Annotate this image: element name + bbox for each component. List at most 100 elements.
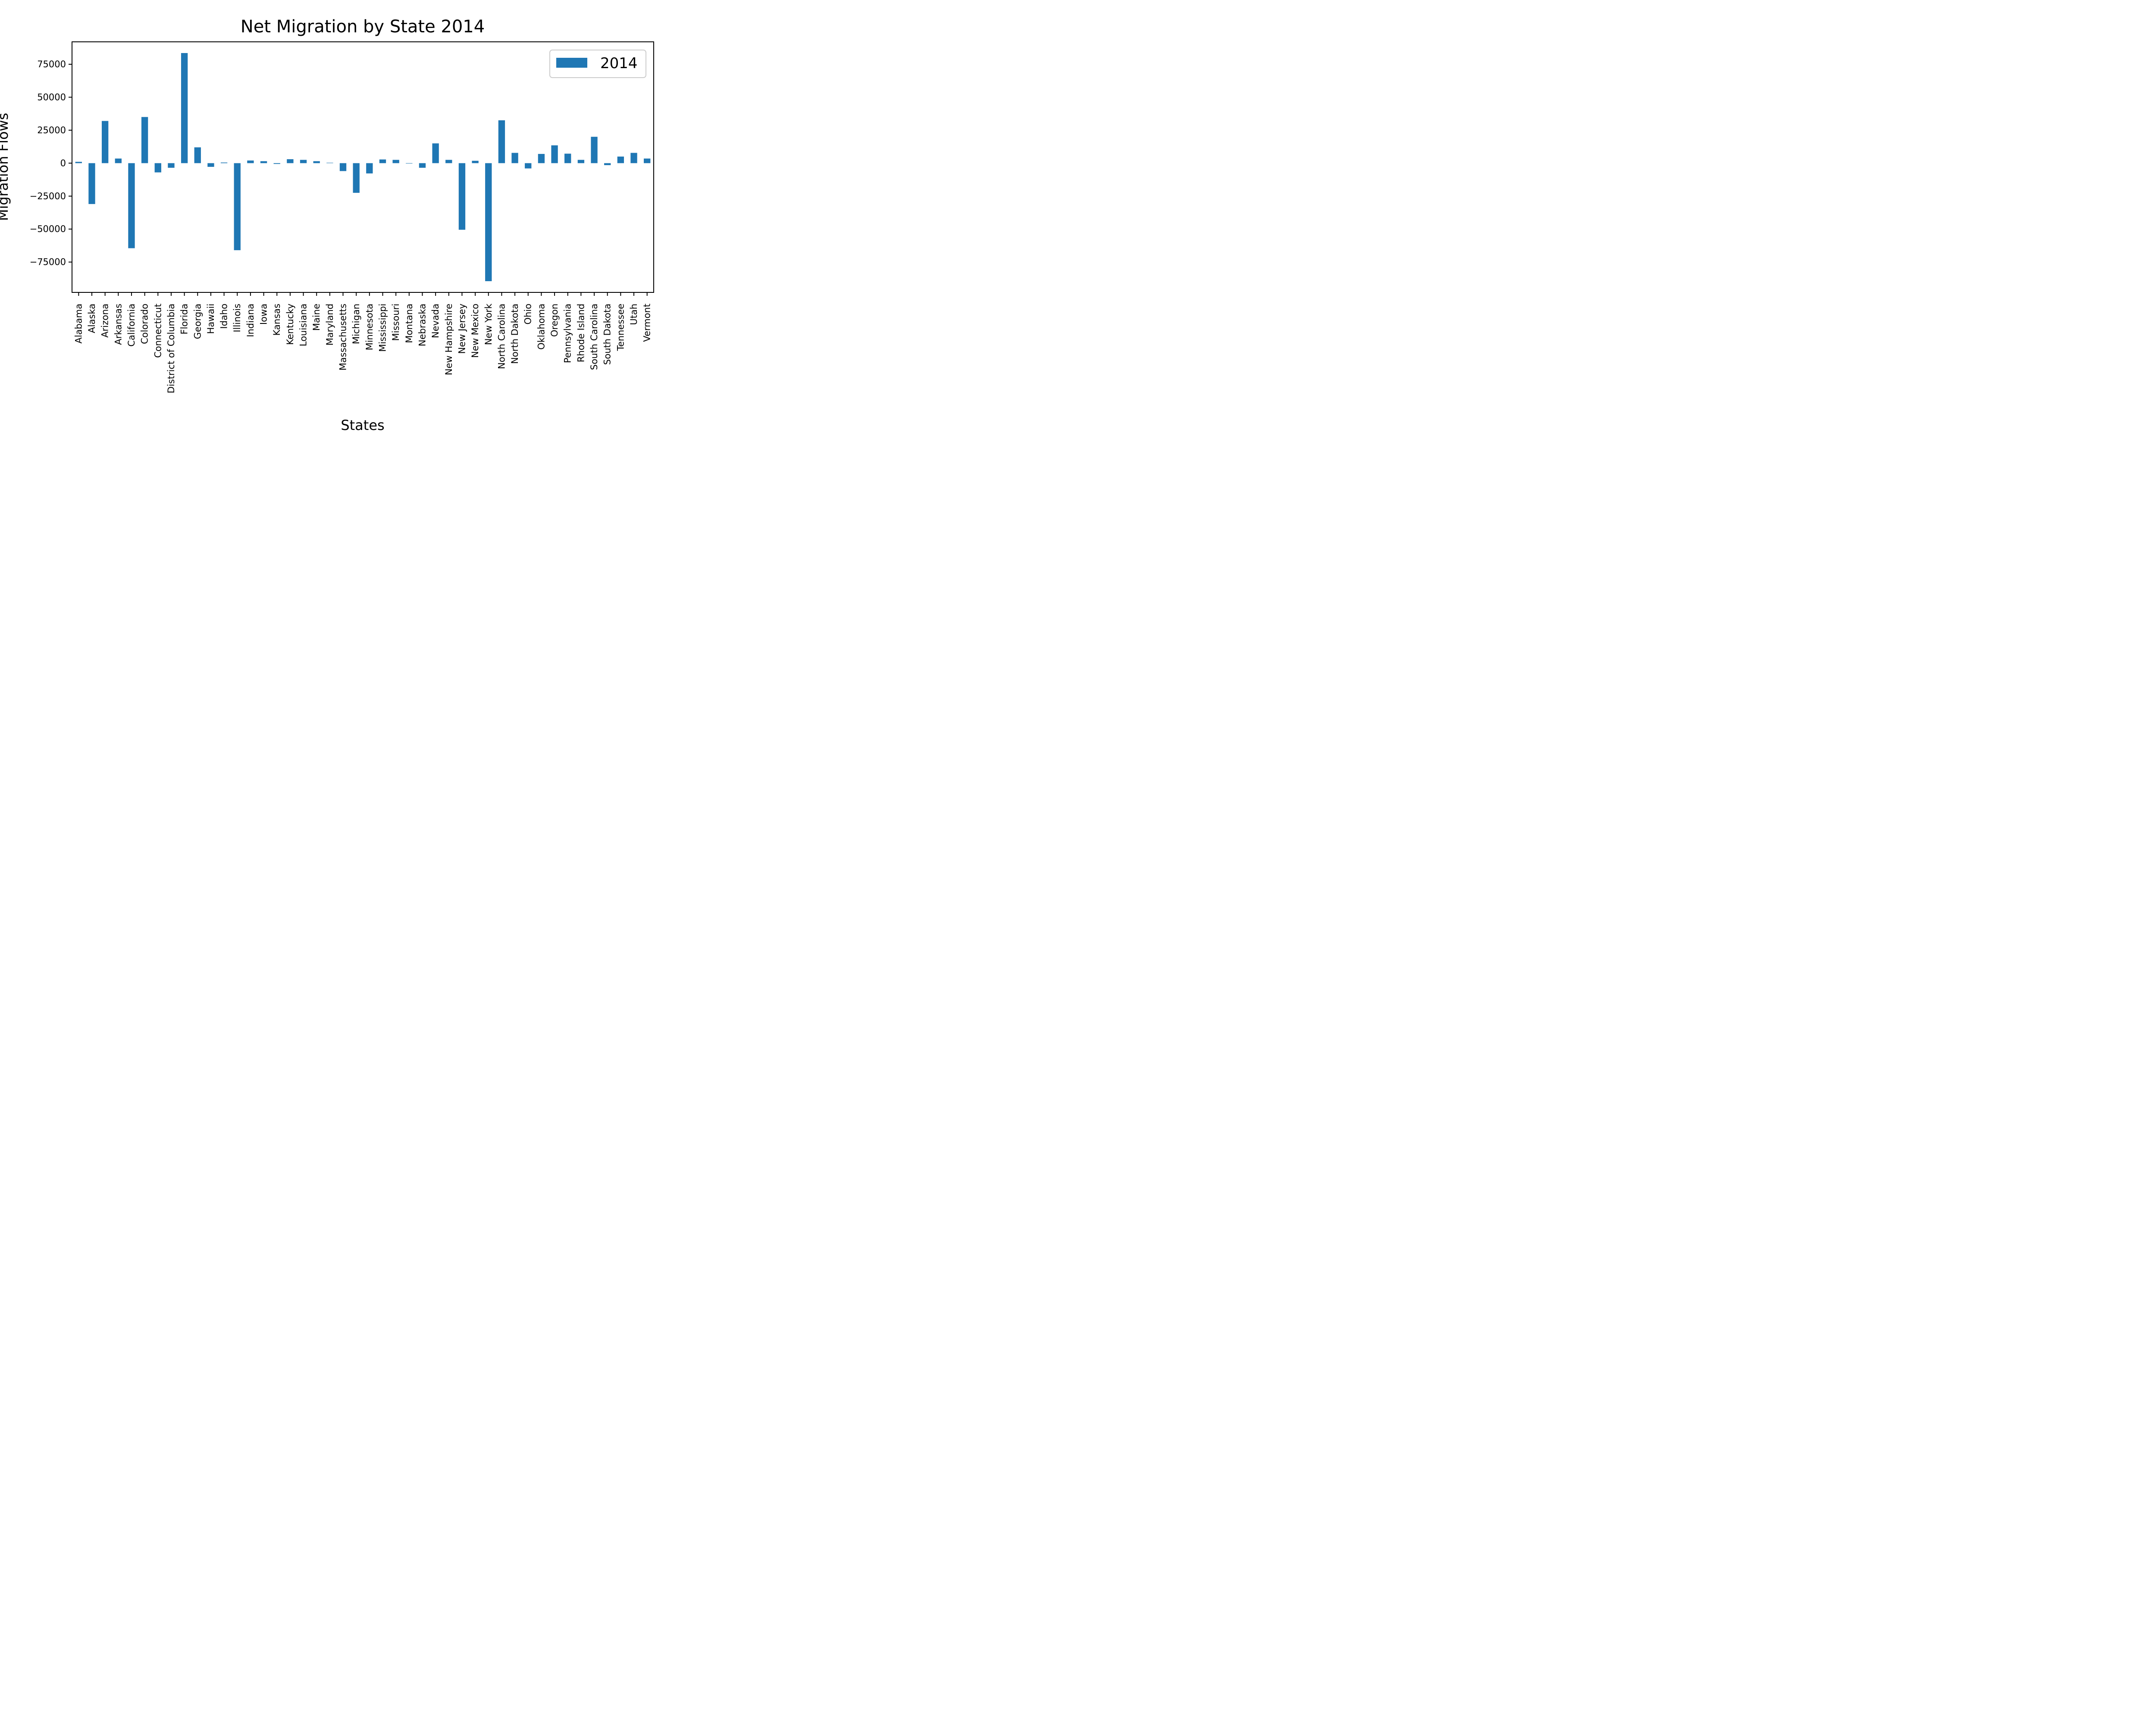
x-tick-label: Alaska bbox=[87, 304, 97, 333]
x-tick-label: Oklahoma bbox=[536, 304, 546, 350]
bar-nevada bbox=[432, 143, 439, 163]
x-tick-label: New York bbox=[483, 303, 494, 345]
y-axis-label: Migration Flows bbox=[0, 113, 11, 221]
bar-district-of-columbia bbox=[168, 163, 175, 168]
bar-alabama bbox=[75, 162, 82, 163]
legend-frame bbox=[549, 50, 646, 78]
bar-colorado bbox=[141, 117, 148, 163]
x-tick-label: Colorado bbox=[140, 304, 150, 344]
x-tick-label: New Mexico bbox=[470, 304, 480, 358]
bar-arizona bbox=[101, 121, 109, 163]
bar-louisiana bbox=[300, 160, 307, 163]
x-tick-label: Minnesota bbox=[364, 304, 375, 350]
bar-connecticut bbox=[154, 163, 161, 172]
y-tick-label: 50000 bbox=[37, 92, 66, 102]
x-tick-label: Hawaii bbox=[206, 304, 216, 334]
bar-vermont bbox=[644, 158, 651, 163]
bar-tennessee bbox=[617, 157, 624, 163]
x-tick-label: California bbox=[126, 304, 137, 347]
x-tick-label: Tennessee bbox=[615, 304, 626, 351]
bar-new-york bbox=[485, 163, 492, 282]
plot-area bbox=[75, 53, 651, 282]
bar-south-dakota bbox=[604, 163, 611, 165]
x-tick-label: Nebraska bbox=[417, 304, 427, 346]
x-tick-label: Vermont bbox=[642, 304, 652, 342]
bar-michigan bbox=[353, 163, 360, 193]
x-tick-label: Utah bbox=[629, 304, 639, 325]
y-tick-label: 75000 bbox=[37, 59, 66, 69]
x-tick-label: Pennsylvania bbox=[563, 304, 573, 363]
x-tick-label: Georgia bbox=[192, 304, 203, 339]
x-tick-label: Kentucky bbox=[285, 304, 295, 345]
x-tick-label: Iowa bbox=[259, 304, 269, 325]
x-tick-label: Illinois bbox=[232, 304, 242, 332]
x-tick-label: Alabama bbox=[73, 304, 84, 344]
bar-alaska bbox=[88, 163, 95, 204]
y-tick-label: −75000 bbox=[30, 257, 66, 267]
x-tick-label: Florida bbox=[179, 304, 190, 334]
x-tick-label: New Jersey bbox=[457, 304, 467, 354]
bar-north-dakota bbox=[511, 153, 518, 163]
x-tick-label: Montana bbox=[404, 304, 414, 343]
bar-illinois bbox=[234, 163, 241, 251]
bar-oklahoma bbox=[538, 154, 545, 163]
x-tick-label: Massachusetts bbox=[338, 304, 348, 370]
x-tick-label: Arizona bbox=[100, 304, 110, 338]
legend-label: 2014 bbox=[600, 55, 638, 72]
x-axis: Alabama Alaska Arizona Arkansas California Co… bbox=[73, 292, 652, 393]
x-tick-label: Mississippi bbox=[377, 304, 388, 352]
y-tick-label: −25000 bbox=[30, 191, 66, 201]
bar-florida bbox=[181, 53, 188, 163]
x-tick-label: Arkansas bbox=[113, 304, 123, 345]
bar-utah bbox=[630, 153, 637, 163]
bar-new-hampshire bbox=[445, 160, 452, 163]
bar-minnesota bbox=[366, 163, 373, 174]
bar-iowa bbox=[260, 161, 267, 163]
y-tick-label: 0 bbox=[60, 158, 66, 168]
x-tick-label: New Hampshire bbox=[444, 304, 454, 375]
y-tick-label: 25000 bbox=[37, 125, 66, 135]
plot-frame bbox=[72, 41, 654, 293]
x-tick-label: South Carolina bbox=[589, 304, 599, 370]
y-axis: 75000 50000 25000 0 −25000 −50000 −75000 bbox=[30, 59, 72, 267]
x-tick-label: Ohio bbox=[523, 304, 533, 325]
bar-kansas bbox=[273, 163, 280, 164]
bar-chart: Net Migration by State 2014 75000 50000 25… bbox=[0, 17, 654, 433]
bar-ohio bbox=[525, 163, 532, 169]
x-tick-label: Louisiana bbox=[298, 304, 309, 346]
bar-missouri bbox=[392, 160, 399, 163]
x-tick-label: South Dakota bbox=[602, 304, 613, 365]
x-tick-label: Maine bbox=[311, 304, 322, 331]
y-tick-label: −50000 bbox=[30, 224, 66, 234]
x-tick-label: Rhode Island bbox=[576, 304, 586, 362]
bar-georgia bbox=[194, 147, 201, 163]
x-tick-label: Connecticut bbox=[153, 304, 163, 358]
chart-container: Net Migration by State 2014 75000 50000 25… bbox=[0, 0, 666, 448]
bar-nebraska bbox=[419, 163, 426, 168]
bar-kentucky bbox=[287, 159, 294, 163]
bar-pennsylvania bbox=[564, 154, 571, 163]
bar-south-carolina bbox=[591, 137, 598, 163]
bar-north-carolina bbox=[498, 120, 505, 163]
x-axis-label: States bbox=[341, 417, 384, 433]
x-tick-label: Idaho bbox=[219, 304, 229, 329]
chart-title: Net Migration by State 2014 bbox=[241, 17, 485, 37]
legend: 2014 bbox=[549, 50, 646, 78]
bar-arkansas bbox=[115, 158, 122, 163]
x-tick-label: Michigan bbox=[351, 304, 361, 344]
x-tick-label: North Dakota bbox=[510, 304, 520, 364]
bar-california bbox=[128, 163, 135, 248]
x-tick-label: Missouri bbox=[391, 304, 401, 341]
x-tick-label: North Carolina bbox=[496, 304, 507, 369]
bar-new-jersey bbox=[458, 163, 466, 230]
x-tick-label: Kansas bbox=[272, 304, 282, 336]
legend-swatch bbox=[556, 58, 587, 68]
x-tick-label: Maryland bbox=[325, 304, 335, 345]
bar-mississippi bbox=[379, 159, 386, 163]
bar-new-mexico bbox=[472, 160, 479, 163]
x-tick-label: Nevada bbox=[430, 304, 441, 338]
bar-oregon bbox=[551, 145, 558, 163]
bar-massachusetts bbox=[339, 163, 347, 171]
x-tick-label: Indiana bbox=[245, 304, 256, 337]
bar-hawaii bbox=[207, 163, 214, 167]
